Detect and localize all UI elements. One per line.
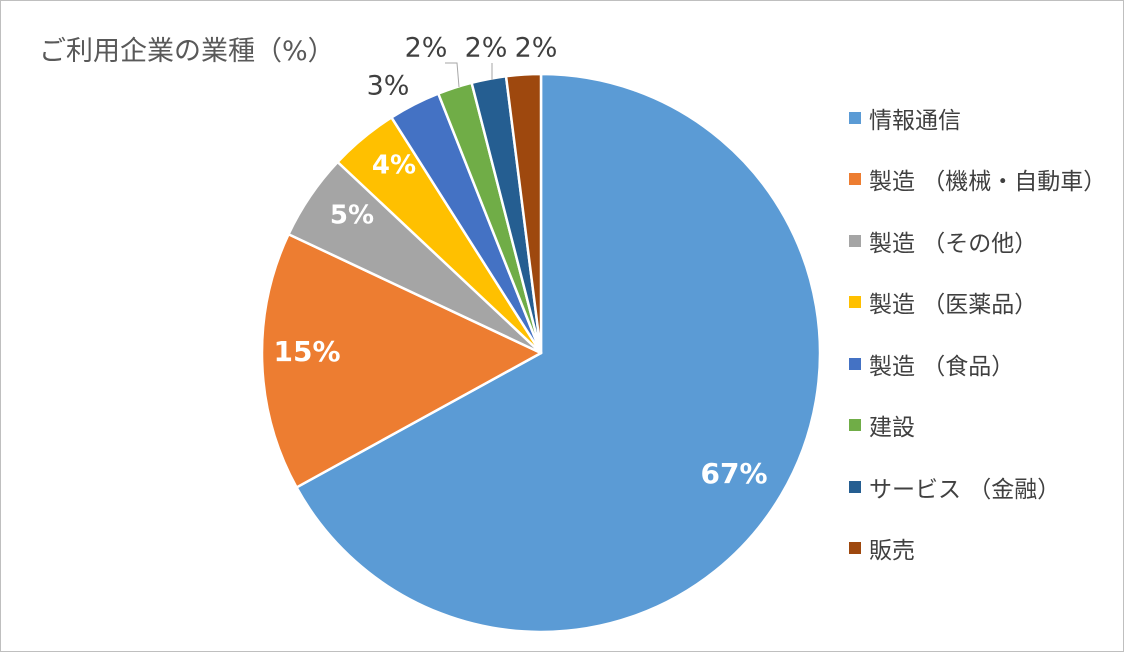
legend-label: 製造 （医薬品）: [869, 292, 1038, 319]
legend-swatch: [849, 173, 861, 186]
pie-slice-2: [260, 232, 543, 489]
legend-label: 情報通信: [869, 107, 961, 134]
data-label-4: 4%: [372, 151, 416, 181]
legend-swatch: [849, 357, 861, 370]
legend-item-5: 製造 （食品）: [849, 333, 1106, 395]
legend-swatch: [849, 111, 861, 124]
leader-line-6: [445, 62, 460, 88]
data-label-1: 67%: [700, 457, 767, 490]
legend-item-4: 製造 （医薬品）: [849, 272, 1106, 334]
data-label-3: 5%: [330, 201, 374, 231]
legend-item-3: 製造 （その他）: [849, 210, 1106, 272]
data-label-2: 15%: [273, 335, 340, 368]
legend-swatch: [849, 296, 861, 309]
legend-item-8: 販売: [849, 518, 1106, 580]
legend-label: 販売: [869, 538, 915, 565]
legend-swatch: [849, 480, 861, 493]
legend-swatch: [849, 542, 861, 555]
pie-slice-8: [504, 72, 543, 355]
legend-label: 製造 （機械・自動車）: [869, 169, 1107, 196]
legend-label: サービス （金融）: [869, 476, 1061, 503]
legend-item-7: サービス （金融）: [849, 456, 1106, 518]
pie-slice-1: [295, 72, 822, 634]
data-label-8: 2%: [515, 33, 558, 64]
data-label-7: 2%: [465, 33, 508, 64]
legend-swatch: [849, 419, 861, 432]
chart-title: ご利用企業の業種（%）: [39, 36, 335, 67]
legend-label: 建設: [869, 415, 915, 442]
legend-label: 製造 （食品）: [869, 353, 1015, 380]
data-label-6: 2%: [405, 33, 448, 64]
legend-label: 製造 （その他）: [869, 230, 1038, 257]
legend-swatch: [849, 234, 861, 247]
legend-item-1: 情報通信: [849, 87, 1106, 149]
legend: 情報通信製造 （機械・自動車） 製造 （その他） 製造 （医薬品） 製造 （食品） 建設…: [849, 87, 1106, 579]
legend-item-6: 建設: [849, 395, 1106, 457]
data-label-5: 3%: [367, 71, 410, 102]
legend-item-2: 製造 （機械・自動車）: [849, 149, 1106, 211]
